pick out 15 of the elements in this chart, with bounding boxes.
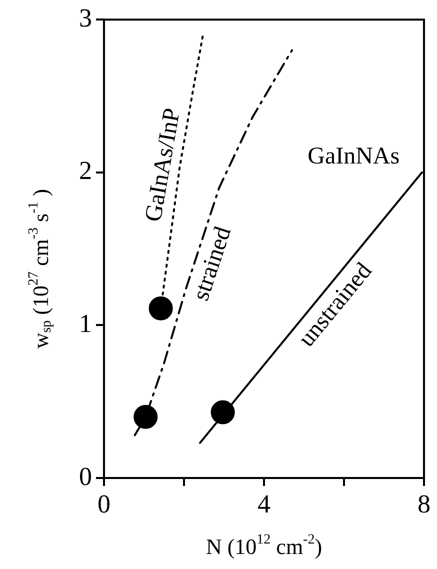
annotation: GaInNAs <box>308 143 400 170</box>
y-tick-label: 0 <box>79 462 92 491</box>
text: GaInAs/InP <box>140 106 186 224</box>
line-series <box>134 49 293 436</box>
point <box>148 296 173 320</box>
x-tick-label: 0 <box>98 489 110 518</box>
point <box>134 404 158 429</box>
y-tick-label: 1 <box>79 309 92 338</box>
text: strained <box>188 224 237 304</box>
text: wsp (1027 cm-3 s-1 ) <box>26 188 55 349</box>
x-tick-label: 4 <box>258 489 270 518</box>
y-tick-label: 2 <box>79 156 92 186</box>
y-tick-label: 3 <box>79 3 92 32</box>
point <box>210 400 235 424</box>
x-tick-label: 8 <box>418 489 430 518</box>
